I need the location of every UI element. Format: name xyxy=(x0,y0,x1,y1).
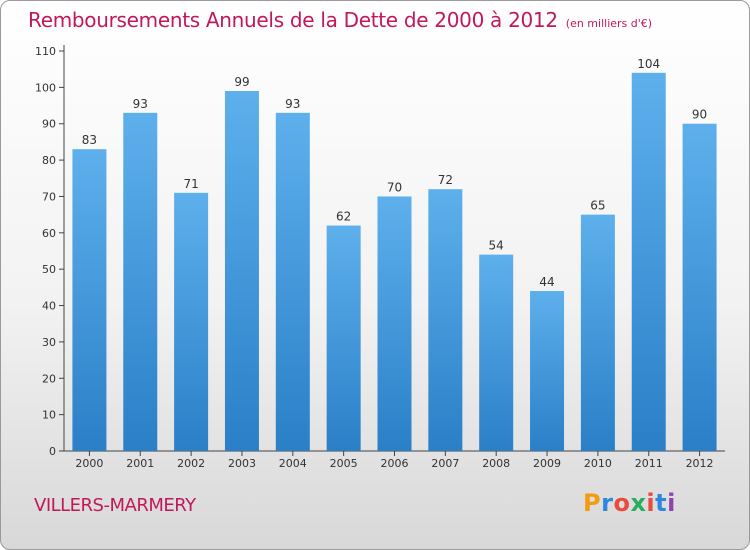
x-tick-label: 2000 xyxy=(75,457,103,470)
bar xyxy=(479,254,514,451)
y-tick-label: 100 xyxy=(35,81,56,94)
x-tick-label: 2011 xyxy=(635,457,663,470)
y-tick-label: 50 xyxy=(42,263,56,276)
y-tick-label: 70 xyxy=(42,190,56,203)
bar xyxy=(530,291,565,451)
logo-letter: t xyxy=(655,489,668,517)
bar xyxy=(428,189,463,451)
x-tick-label: 2002 xyxy=(177,457,205,470)
x-tick-label: 2012 xyxy=(686,457,714,470)
y-tick-label: 30 xyxy=(42,336,56,349)
y-tick-label: 40 xyxy=(42,300,56,313)
y-tick-label: 80 xyxy=(42,154,56,167)
bar xyxy=(377,196,412,451)
bar xyxy=(72,149,107,451)
chart-title-unit: (en milliers d'€) xyxy=(565,17,653,30)
bar-value-label: 99 xyxy=(234,75,249,89)
y-tick-label: 10 xyxy=(42,409,56,422)
bar-value-label: 72 xyxy=(438,173,453,187)
bar xyxy=(275,112,310,452)
logo-letter: i xyxy=(667,489,676,517)
logo-letter: i xyxy=(646,489,656,517)
bar-value-label: 83 xyxy=(82,133,97,147)
logo-letter: x xyxy=(630,489,647,517)
x-tick-label: 2001 xyxy=(126,457,154,470)
logo-letter: P xyxy=(583,489,602,517)
x-tick-label: 2006 xyxy=(381,457,409,470)
bar xyxy=(224,91,259,451)
bar xyxy=(123,112,158,452)
bar-value-label: 70 xyxy=(387,180,402,194)
bar-value-label: 54 xyxy=(489,239,504,253)
bar xyxy=(682,123,717,452)
bar-value-label: 90 xyxy=(692,108,707,122)
chart-title-main: Remboursements Annuels de la Dette de 20… xyxy=(28,8,558,32)
bar xyxy=(580,214,615,451)
bar-value-label: 44 xyxy=(539,275,554,289)
bar xyxy=(326,225,361,451)
commune-name: VILLERS-MARMERY xyxy=(34,495,196,516)
bar-value-label: 93 xyxy=(133,97,148,111)
x-tick-label: 2004 xyxy=(279,457,307,470)
logo-letter: r xyxy=(601,489,614,517)
bar-value-label: 65 xyxy=(590,199,605,213)
logo-letter: o xyxy=(613,489,631,517)
y-tick-label: 0 xyxy=(49,445,56,458)
x-tick-label: 2008 xyxy=(482,457,510,470)
chart-title: Remboursements Annuels de la Dette de 20… xyxy=(28,8,652,32)
x-tick-label: 2009 xyxy=(533,457,561,470)
bar xyxy=(174,192,209,451)
bar-value-label: 104 xyxy=(637,57,660,71)
x-tick-label: 2007 xyxy=(431,457,459,470)
x-tick-label: 2005 xyxy=(330,457,358,470)
bar-value-label: 71 xyxy=(183,177,198,191)
proxiti-logo: Proxiti xyxy=(583,489,676,517)
y-tick-label: 20 xyxy=(42,372,56,385)
y-tick-label: 60 xyxy=(42,227,56,240)
y-tick-label: 90 xyxy=(42,118,56,131)
x-tick-label: 2003 xyxy=(228,457,256,470)
bar xyxy=(631,72,666,452)
bar-value-label: 93 xyxy=(285,97,300,111)
y-tick-label: 110 xyxy=(35,45,56,58)
x-tick-label: 2010 xyxy=(584,457,612,470)
bar-value-label: 62 xyxy=(336,210,351,224)
